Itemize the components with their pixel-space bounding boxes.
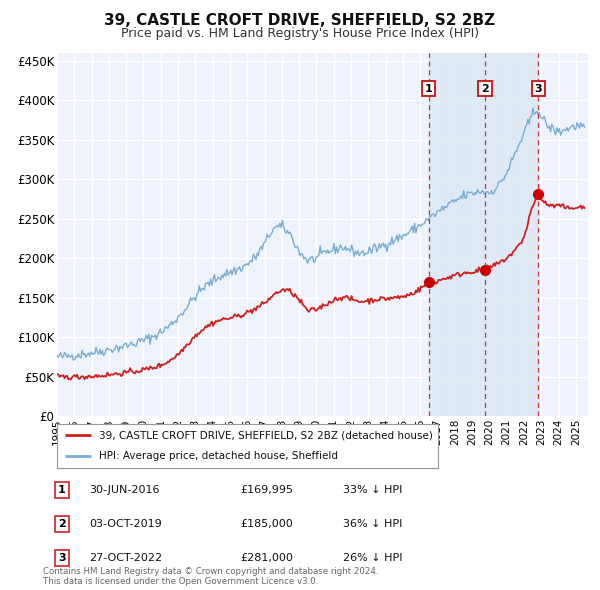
- Text: 26% ↓ HPI: 26% ↓ HPI: [343, 553, 403, 563]
- Text: 36% ↓ HPI: 36% ↓ HPI: [343, 519, 403, 529]
- Text: 2: 2: [58, 519, 65, 529]
- Text: 2: 2: [481, 84, 489, 94]
- Text: 3: 3: [58, 553, 65, 563]
- Text: 39, CASTLE CROFT DRIVE, SHEFFIELD, S2 2BZ: 39, CASTLE CROFT DRIVE, SHEFFIELD, S2 2B…: [104, 13, 496, 28]
- Text: 3: 3: [535, 84, 542, 94]
- Text: £169,995: £169,995: [240, 485, 293, 494]
- Text: £185,000: £185,000: [240, 519, 293, 529]
- Text: This data is licensed under the Open Government Licence v3.0.: This data is licensed under the Open Gov…: [43, 578, 319, 586]
- Bar: [429, 53, 538, 416]
- Text: 1: 1: [58, 485, 65, 494]
- Text: HPI: Average price, detached house, Sheffield: HPI: Average price, detached house, Shef…: [99, 451, 338, 461]
- Text: Price paid vs. HM Land Registry's House Price Index (HPI): Price paid vs. HM Land Registry's House …: [121, 27, 479, 40]
- Text: 03-OCT-2019: 03-OCT-2019: [89, 519, 161, 529]
- Text: 27-OCT-2022: 27-OCT-2022: [89, 553, 162, 563]
- Text: 30-JUN-2016: 30-JUN-2016: [89, 485, 160, 494]
- Text: £281,000: £281,000: [240, 553, 293, 563]
- Text: Contains HM Land Registry data © Crown copyright and database right 2024.: Contains HM Land Registry data © Crown c…: [43, 568, 379, 576]
- Text: 39, CASTLE CROFT DRIVE, SHEFFIELD, S2 2BZ (detached house): 39, CASTLE CROFT DRIVE, SHEFFIELD, S2 2B…: [99, 430, 433, 440]
- Text: 1: 1: [425, 84, 433, 94]
- Text: 33% ↓ HPI: 33% ↓ HPI: [343, 485, 403, 494]
